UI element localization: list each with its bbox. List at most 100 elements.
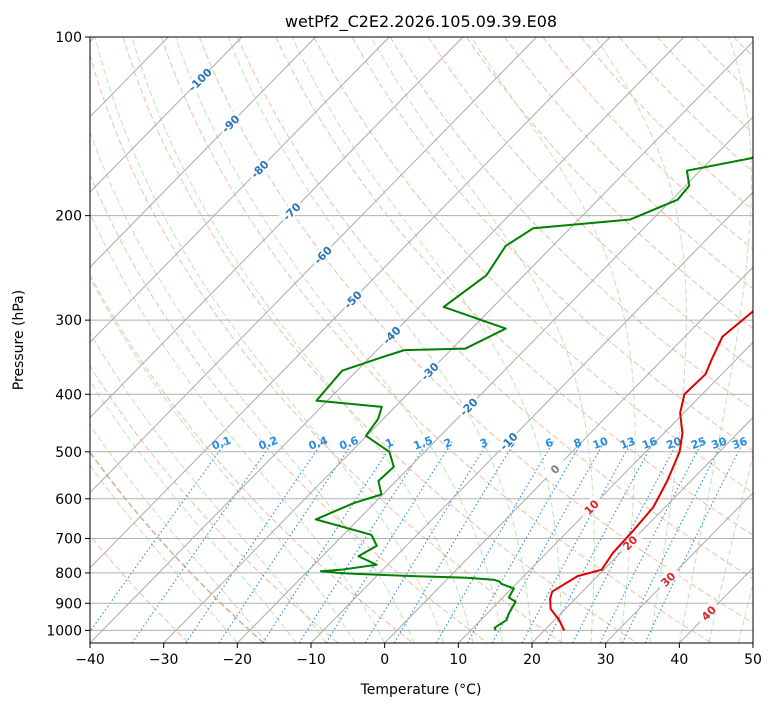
plot-frame bbox=[89, 36, 754, 644]
dry-adiabat-line bbox=[618, 37, 753, 173]
mixing-ratio-line bbox=[621, 441, 724, 643]
mixing-ratio-line bbox=[467, 440, 583, 643]
line-labels: 0.10.20.40.611.52346810131620253036-100-… bbox=[186, 65, 749, 626]
isotherm-line bbox=[90, 37, 390, 344]
dry-adiabat-line bbox=[542, 37, 753, 250]
moist-adiabat-line bbox=[94, 37, 445, 643]
mixing-ratio-line bbox=[185, 440, 324, 643]
isotherm-label-bg bbox=[495, 427, 521, 454]
mixing-ratio-label: 0.1 bbox=[210, 434, 233, 453]
mixing-ratio-line bbox=[325, 440, 453, 643]
isotherm-label-bg bbox=[541, 455, 568, 482]
y-tick-label: 500 bbox=[55, 445, 82, 461]
isotherm-label-bg bbox=[246, 155, 272, 182]
x-axis-label: Temperature (°C) bbox=[360, 682, 482, 698]
moist-adiabat-line bbox=[370, 37, 595, 643]
mixing-ratio-label: 8 bbox=[572, 436, 584, 451]
mixing-ratio-line bbox=[131, 440, 274, 643]
mixing-ratio-label: 0.6 bbox=[338, 434, 361, 453]
isotherms bbox=[90, 37, 753, 643]
mixing-ratio-line bbox=[262, 440, 395, 643]
isotherm-label-bg bbox=[186, 66, 213, 92]
isotherm-line bbox=[457, 341, 753, 643]
mixing-ratio-label: 36 bbox=[730, 434, 749, 452]
isotherm-line bbox=[531, 416, 753, 643]
mixing-ratio-label: 16 bbox=[640, 434, 659, 452]
moist-adiabat-line bbox=[470, 37, 636, 643]
dry-adiabat-line bbox=[313, 37, 753, 494]
y-tick-label: 200 bbox=[55, 209, 82, 225]
x-tick-label: 50 bbox=[744, 652, 762, 668]
isotherm-label-bg bbox=[217, 110, 243, 136]
isotherm-label-bg bbox=[577, 493, 604, 520]
isotherm-line bbox=[90, 37, 243, 193]
mixing-ratio-line bbox=[599, 441, 704, 643]
moist-adiabat-line bbox=[90, 331, 327, 643]
pressure-gridlines bbox=[90, 37, 753, 631]
mixing-ratio-label: 0.4 bbox=[307, 434, 330, 453]
y-tick-label: 900 bbox=[55, 596, 82, 612]
dry-adiabat-line bbox=[90, 365, 339, 643]
mixing-ratio-label: 30 bbox=[710, 434, 729, 452]
profile-series bbox=[314, 155, 753, 631]
moist-adiabat-line bbox=[594, 37, 687, 643]
isotherm-line bbox=[678, 567, 753, 643]
y-tick-label: 400 bbox=[55, 387, 82, 403]
y-tick-label: 100 bbox=[55, 30, 82, 46]
isotherm-line bbox=[605, 491, 753, 643]
mixing-ratio-label: 25 bbox=[689, 435, 708, 452]
x-tick-label: 30 bbox=[597, 652, 615, 668]
mixing-ratio-label: 20 bbox=[665, 434, 684, 452]
moist-adiabat-line bbox=[291, 37, 562, 643]
dry-adiabat-line bbox=[122, 37, 638, 643]
moist-adiabat-line bbox=[90, 130, 415, 643]
moist-adiabat-line bbox=[90, 464, 238, 643]
x-tick-label: −10 bbox=[296, 652, 326, 668]
x-tick-label: 0 bbox=[380, 652, 389, 668]
mixing-ratio-label: 2 bbox=[442, 436, 454, 451]
isotherm-label-bg bbox=[309, 241, 335, 268]
moist-adiabats bbox=[90, 37, 753, 643]
dry-adiabat-line bbox=[198, 37, 753, 624]
mixing-ratio-line bbox=[364, 440, 489, 643]
isotherm-line bbox=[90, 37, 316, 268]
isotherm-label-bg bbox=[278, 198, 304, 224]
isotherm-line bbox=[752, 642, 753, 643]
dewpoint-profile-line bbox=[314, 155, 753, 631]
mixing-ratio-label: 0.2 bbox=[257, 434, 280, 453]
mixing-ratio-line bbox=[644, 441, 745, 643]
moist-adiabat-line bbox=[175, 37, 504, 643]
chart-title: wetPf2_C2E2.2026.105.09.39.E08 bbox=[285, 12, 557, 32]
dry-adiabat-line bbox=[160, 37, 712, 643]
mixing-ratio-line bbox=[298, 440, 429, 643]
isotherm-label: -100 bbox=[186, 65, 215, 94]
y-tick-label: 800 bbox=[55, 566, 82, 582]
mixing-ratio-label: 13 bbox=[618, 435, 637, 452]
y-tick-label: 300 bbox=[55, 313, 82, 329]
dry-adiabat-line bbox=[90, 53, 563, 643]
isotherm-label-bg bbox=[455, 393, 481, 419]
mixing-ratio-line bbox=[491, 440, 606, 643]
y-tick-label: 600 bbox=[55, 492, 82, 508]
dry-adiabat-line bbox=[237, 37, 753, 580]
x-axis: −40 −30 −20 −10 0 10 20 30 40 50 bbox=[75, 643, 762, 668]
mixing-ratio-line bbox=[545, 441, 655, 643]
isotherm-line bbox=[384, 266, 753, 643]
y-tick-label: 700 bbox=[55, 532, 82, 548]
plot-area: 0.10.20.40.611.52346810131620253036-100-… bbox=[90, 37, 753, 643]
dry-adiabat-line bbox=[504, 37, 753, 290]
x-tick-label: 40 bbox=[670, 652, 688, 668]
dry-adiabat-line bbox=[466, 37, 753, 330]
dry-adiabat-line bbox=[695, 37, 753, 96]
isotherm-line bbox=[310, 191, 753, 643]
mixing-ratio-lines bbox=[90, 440, 745, 643]
x-tick-label: −30 bbox=[149, 652, 179, 668]
moist-adiabat-line bbox=[737, 582, 753, 643]
dry-adiabat-line bbox=[90, 534, 190, 643]
y-axis-label: Pressure (hPa) bbox=[11, 290, 27, 390]
mixing-ratio-label: 1 bbox=[384, 436, 396, 451]
x-tick-label: −20 bbox=[223, 652, 253, 668]
isotherm-line bbox=[236, 116, 753, 643]
isotherm-label-bg bbox=[616, 529, 643, 555]
